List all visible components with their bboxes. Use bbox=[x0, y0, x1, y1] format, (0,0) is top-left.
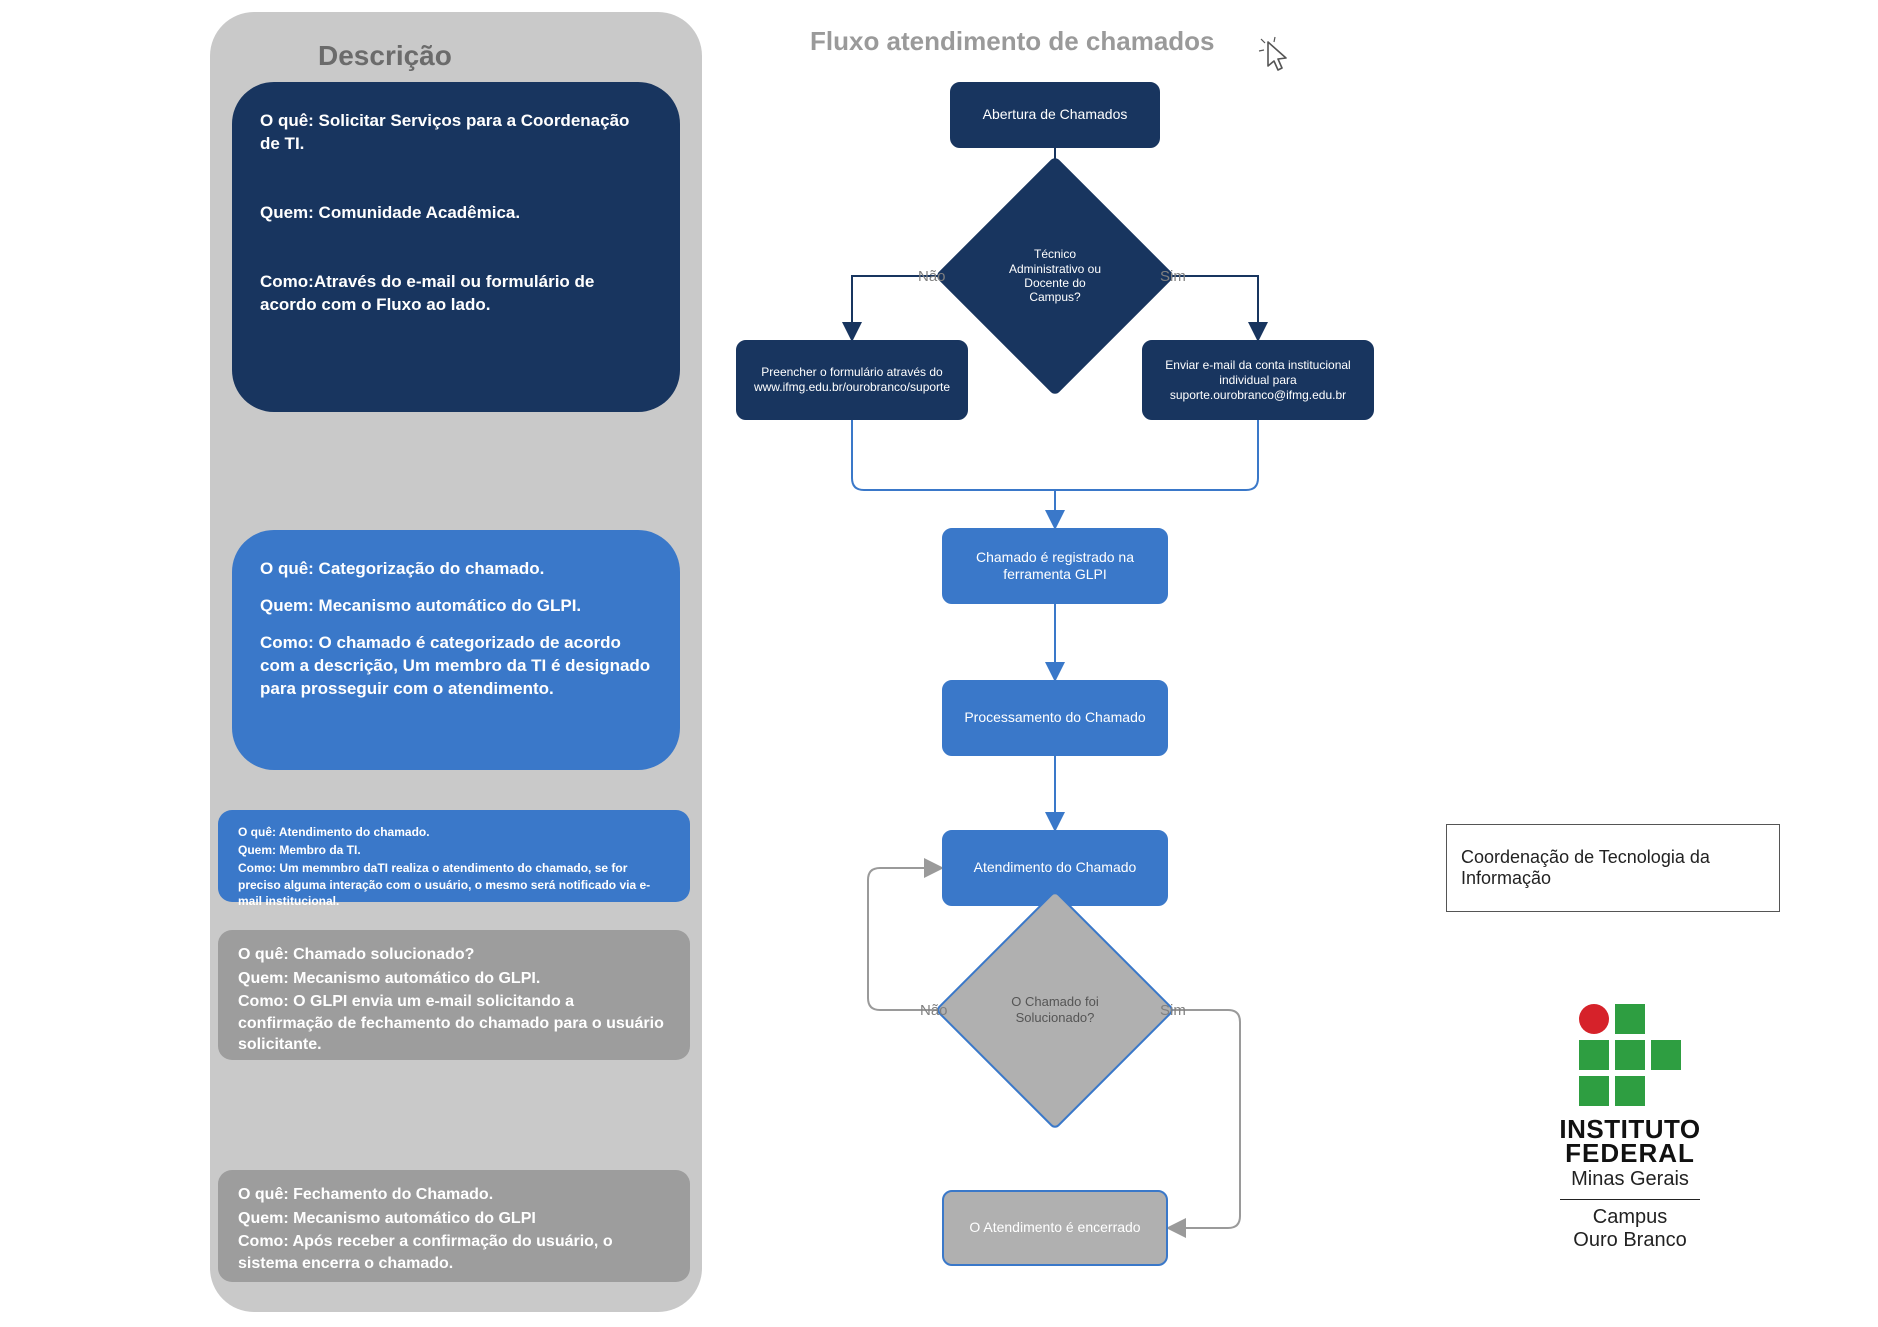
description-line: Como: Após receber a confirmação do usuá… bbox=[238, 1231, 670, 1274]
description-line: Como: Um memmbro daTI realiza o atendime… bbox=[238, 860, 670, 909]
description-line: Como:Através do e-mail ou formulário de … bbox=[260, 271, 652, 317]
description-line: Quem: Comunidade Acadêmica. bbox=[260, 202, 652, 225]
flow-process: Chamado é registrado na ferramenta GLPI bbox=[942, 528, 1168, 604]
edge-label: Sim bbox=[1160, 268, 1186, 285]
flow-edge bbox=[852, 420, 1258, 490]
logo-line-3: Minas Gerais bbox=[1530, 1168, 1730, 1191]
flow-decision: Técnico Administrativo ou Docente do Cam… bbox=[970, 191, 1140, 361]
edge-label: Não bbox=[920, 1002, 948, 1019]
description-title: Descrição bbox=[318, 40, 452, 72]
flow-node-label: O Chamado foi Solucionado? bbox=[970, 925, 1140, 1095]
description-line: Como: O chamado é categorizado de acordo… bbox=[260, 632, 652, 701]
description-line: Quem: Mecanismo automático do GLPI bbox=[238, 1208, 670, 1230]
flow-process: Preencher o formulário através do www.if… bbox=[736, 340, 968, 420]
description-card: O quê: Solicitar Serviços para a Coorden… bbox=[232, 82, 680, 412]
description-line: Quem: Mecanismo automático do GLPI. bbox=[238, 968, 670, 990]
logo-divider bbox=[1560, 1199, 1700, 1200]
flow-process: Abertura de Chamados bbox=[950, 82, 1160, 148]
description-line: Como: O GLPI envia um e-mail solicitando… bbox=[238, 991, 670, 1056]
description-card: O quê: Atendimento do chamado. Quem: Memb… bbox=[218, 810, 690, 902]
logo-line-4: Campus bbox=[1530, 1206, 1730, 1229]
stage: Descrição O quê: Solicitar Serviços para… bbox=[0, 0, 1878, 1327]
ifmg-logo: INSTITUTO FEDERAL Minas Gerais Campus Ou… bbox=[1530, 1004, 1730, 1252]
description-line: O quê: Atendimento do chamado. bbox=[238, 824, 670, 840]
coordination-box: Coordenação de Tecnologia da Informação bbox=[1446, 824, 1780, 912]
flowchart-title: Fluxo atendimento de chamados bbox=[810, 26, 1215, 57]
ifmg-logo-grid bbox=[1579, 1004, 1681, 1106]
flow-decision: O Chamado foi Solucionado? bbox=[970, 925, 1140, 1095]
logo-line-5: Ouro Branco bbox=[1530, 1229, 1730, 1252]
flow-process: O Atendimento é encerrado bbox=[942, 1190, 1168, 1266]
edge-label: Sim bbox=[1160, 1002, 1186, 1019]
flow-process: Processamento do Chamado bbox=[942, 680, 1168, 756]
description-card: O quê: Categorização do chamado. Quem: Me… bbox=[232, 530, 680, 770]
description-line: O quê: Fechamento do Chamado. bbox=[238, 1184, 670, 1206]
description-line: Quem: Mecanismo automático do GLPI. bbox=[260, 595, 652, 618]
description-line: O quê: Categorização do chamado. bbox=[260, 558, 652, 581]
flow-node-label: Técnico Administrativo ou Docente do Cam… bbox=[970, 191, 1140, 361]
cursor-icon bbox=[1258, 36, 1294, 81]
description-line: Quem: Membro da TI. bbox=[238, 842, 670, 858]
description-line: O quê: Solicitar Serviços para a Coorden… bbox=[260, 110, 652, 156]
edge-label: Não bbox=[918, 268, 946, 285]
coordination-box-text: Coordenação de Tecnologia da Informação bbox=[1461, 847, 1765, 889]
description-card: O quê: Chamado solucionado?Quem: Mecanis… bbox=[218, 930, 690, 1060]
description-line: O quê: Chamado solucionado? bbox=[238, 944, 670, 966]
flow-process: Enviar e-mail da conta institucional ind… bbox=[1142, 340, 1374, 420]
description-card: O quê: Fechamento do Chamado.Quem: Mecan… bbox=[218, 1170, 690, 1282]
